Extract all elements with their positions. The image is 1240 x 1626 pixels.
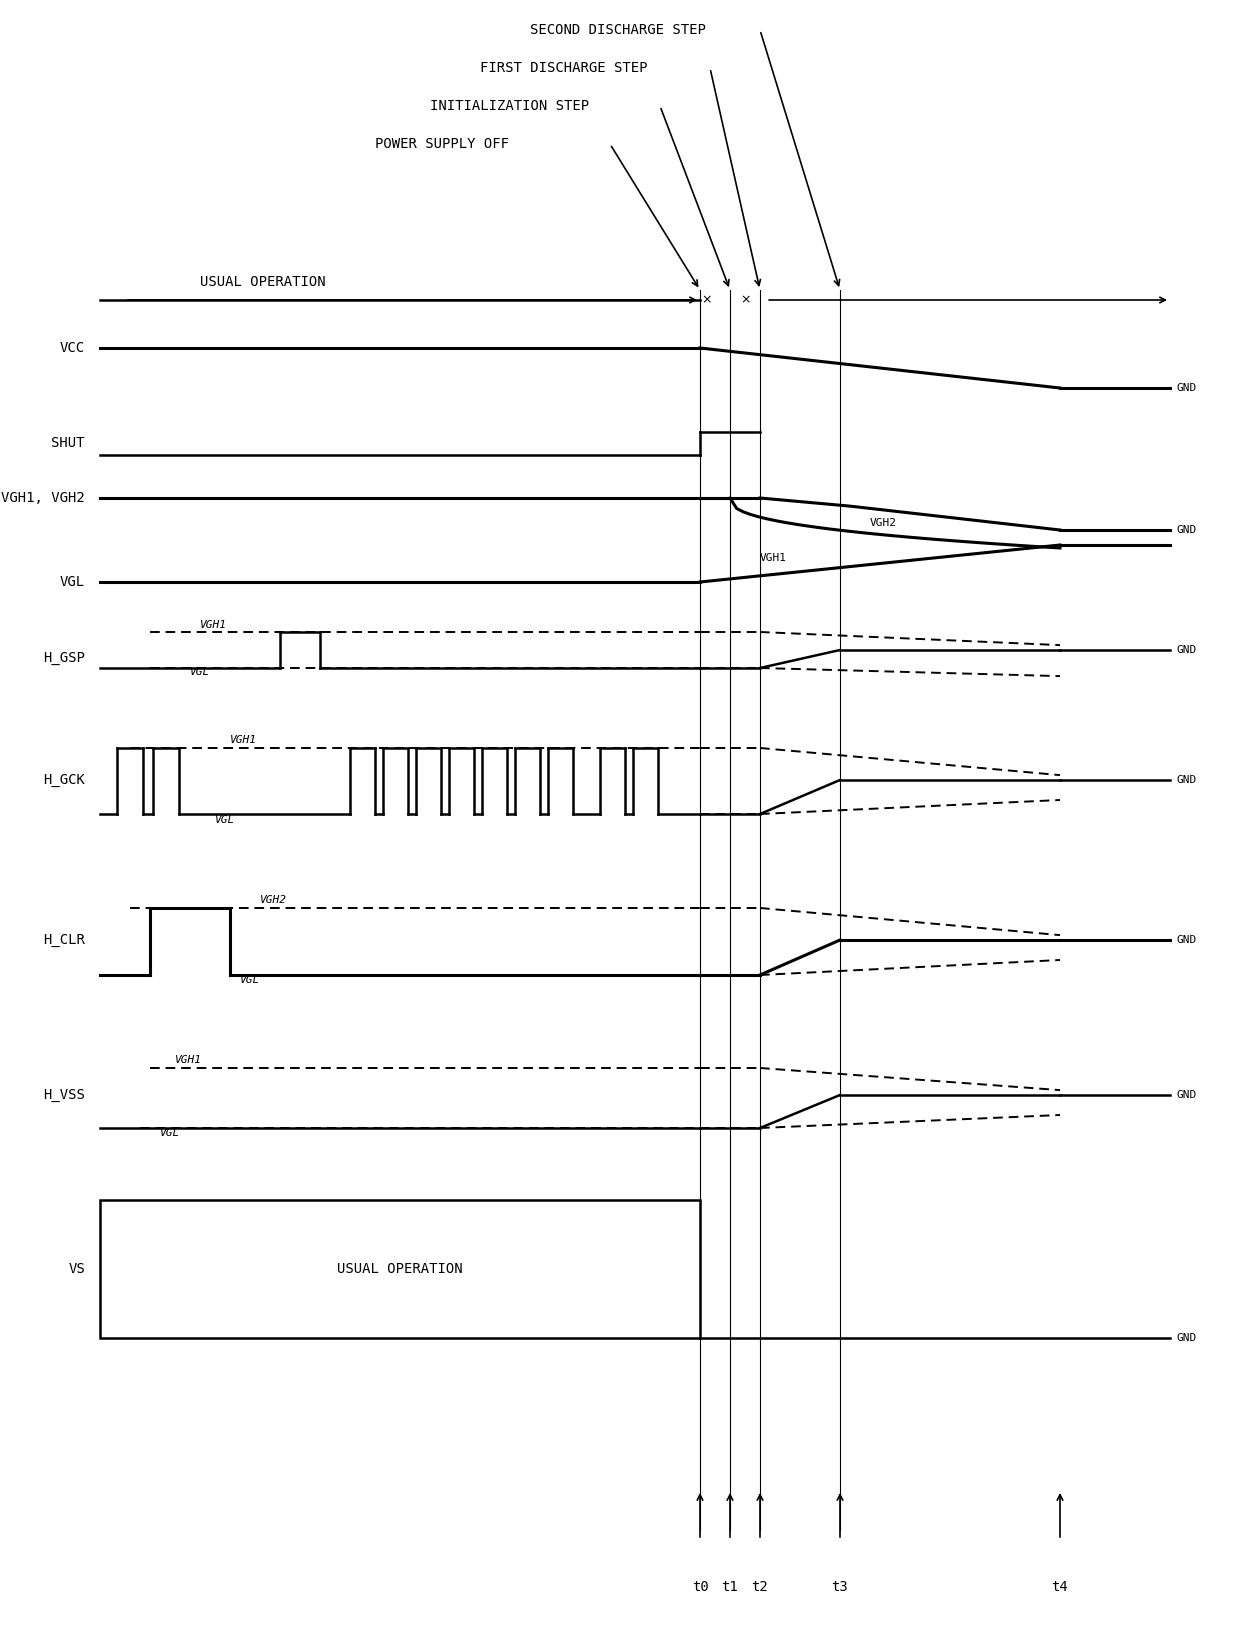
- Text: GND: GND: [1177, 935, 1197, 945]
- Text: VGH1: VGH1: [175, 1055, 202, 1065]
- Text: $\times$: $\times$: [701, 294, 712, 306]
- Text: H_VSS: H_VSS: [43, 1088, 86, 1102]
- Text: H_GSP: H_GSP: [43, 650, 86, 665]
- Text: GND: GND: [1177, 1089, 1197, 1101]
- Text: H_GCK: H_GCK: [43, 772, 86, 787]
- Text: SHUT: SHUT: [52, 436, 86, 450]
- Text: VGH2: VGH2: [260, 894, 286, 906]
- Text: VGH1, VGH2: VGH1, VGH2: [1, 491, 86, 506]
- Text: USUAL OPERATION: USUAL OPERATION: [337, 1262, 463, 1276]
- Text: t3: t3: [832, 1580, 848, 1593]
- Text: VS: VS: [68, 1262, 86, 1276]
- Text: GND: GND: [1177, 776, 1197, 785]
- Text: t2: t2: [751, 1580, 769, 1593]
- Text: VGL: VGL: [241, 976, 260, 985]
- Text: VGH2: VGH2: [870, 519, 897, 528]
- Text: VGH1: VGH1: [760, 553, 787, 563]
- Text: t0: t0: [692, 1580, 708, 1593]
- Text: t4: t4: [1052, 1580, 1069, 1593]
- Text: $\times$: $\times$: [739, 294, 750, 306]
- Text: VGL: VGL: [190, 667, 211, 676]
- Text: POWER SUPPLY OFF: POWER SUPPLY OFF: [374, 137, 508, 151]
- Text: VGL: VGL: [215, 815, 236, 824]
- Bar: [100, 1200, 701, 1338]
- Text: GND: GND: [1177, 646, 1197, 655]
- Text: VGL: VGL: [160, 1128, 180, 1138]
- Text: H_CLR: H_CLR: [43, 933, 86, 946]
- Text: INITIALIZATION STEP: INITIALIZATION STEP: [430, 99, 589, 112]
- Text: SECOND DISCHARGE STEP: SECOND DISCHARGE STEP: [529, 23, 706, 37]
- Text: GND: GND: [1177, 525, 1197, 535]
- Text: USUAL OPERATION: USUAL OPERATION: [200, 275, 326, 289]
- Text: GND: GND: [1177, 384, 1197, 393]
- Text: GND: GND: [1177, 1333, 1197, 1343]
- Text: VGH1: VGH1: [229, 735, 257, 745]
- Text: VCC: VCC: [60, 341, 86, 354]
- Text: VGL: VGL: [60, 576, 86, 589]
- Text: t1: t1: [722, 1580, 738, 1593]
- Text: FIRST DISCHARGE STEP: FIRST DISCHARGE STEP: [480, 62, 647, 75]
- Text: VGH1: VGH1: [200, 620, 227, 629]
